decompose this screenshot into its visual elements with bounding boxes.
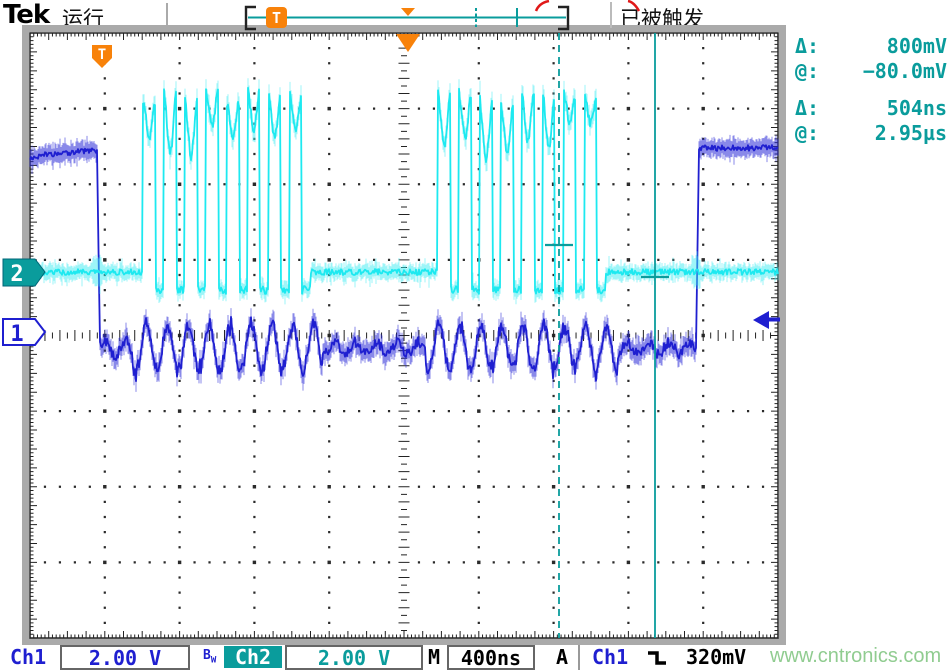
record-right-bracket [558,5,570,31]
trigger-level-arrow-icon [753,311,769,329]
record-view-bar: T [166,0,641,31]
watermark: www.cntronics.com [770,645,942,667]
delta-time-value: 504ns [886,96,947,120]
at-symbol: @: [795,59,820,83]
cursor-at-voltage: @: −80.0mV [795,59,947,83]
record-position-arrow-icon [401,8,415,16]
ch1-scale-readout: 2.00 V [60,645,190,670]
statusbar-divider [578,644,580,670]
record-trigger-t-label: T [272,9,281,27]
bw-w: W [210,655,217,666]
bandwidth-limit-icon: BW [203,648,216,670]
trigger-markers: T [92,34,780,329]
trigger-source-readout: Ch1 [592,645,629,669]
timebase-label: M [428,645,441,669]
at-time-value: 2.95µs [874,121,947,145]
delta-symbol: Δ: [795,96,820,120]
ch2-scale-readout: 2.00 V [285,645,423,670]
red-annotation-stroke [534,0,550,12]
red-annotation-stroke [627,0,641,12]
ch2-label-chip: Ch2 [224,646,282,668]
channel-badges: 2 1 [2,258,47,347]
graticule [22,25,786,645]
cursor-delta-time: Δ: 504ns [795,96,947,120]
timebase-readout: 400ns [447,645,535,670]
acquisition-label: A [556,645,569,669]
falling-edge-icon [648,651,666,665]
waveform-traces [29,78,779,392]
cursor-delta-voltage: Δ: 800mV [795,34,947,58]
cursor-at-time: @: 2.95µs [795,121,947,145]
at-symbol: @: [795,121,820,145]
ch1-reference-badge [2,318,47,346]
delta-symbol: Δ: [795,34,820,58]
trigger-point-flag [92,45,112,68]
at-voltage-value: −80.0mV [862,59,947,83]
ch1-badge-label: 1 [10,322,23,347]
trigger-point-t-label: T [98,47,106,63]
delta-voltage-value: 800mV [886,34,947,58]
ch1-label: Ch1 [10,645,47,669]
ch2-badge-label: 2 [10,262,23,287]
ch2-reference-badge [2,258,46,287]
bw-b: B [203,648,211,663]
trigger-level-readout: 320mV [686,645,747,669]
record-left-bracket [244,5,256,31]
trigger-level-arrow-tail [769,317,780,322]
measurement-cursors [545,33,669,638]
trigger-time-arrow-icon [396,34,420,52]
record-trigger-badge [266,7,287,28]
